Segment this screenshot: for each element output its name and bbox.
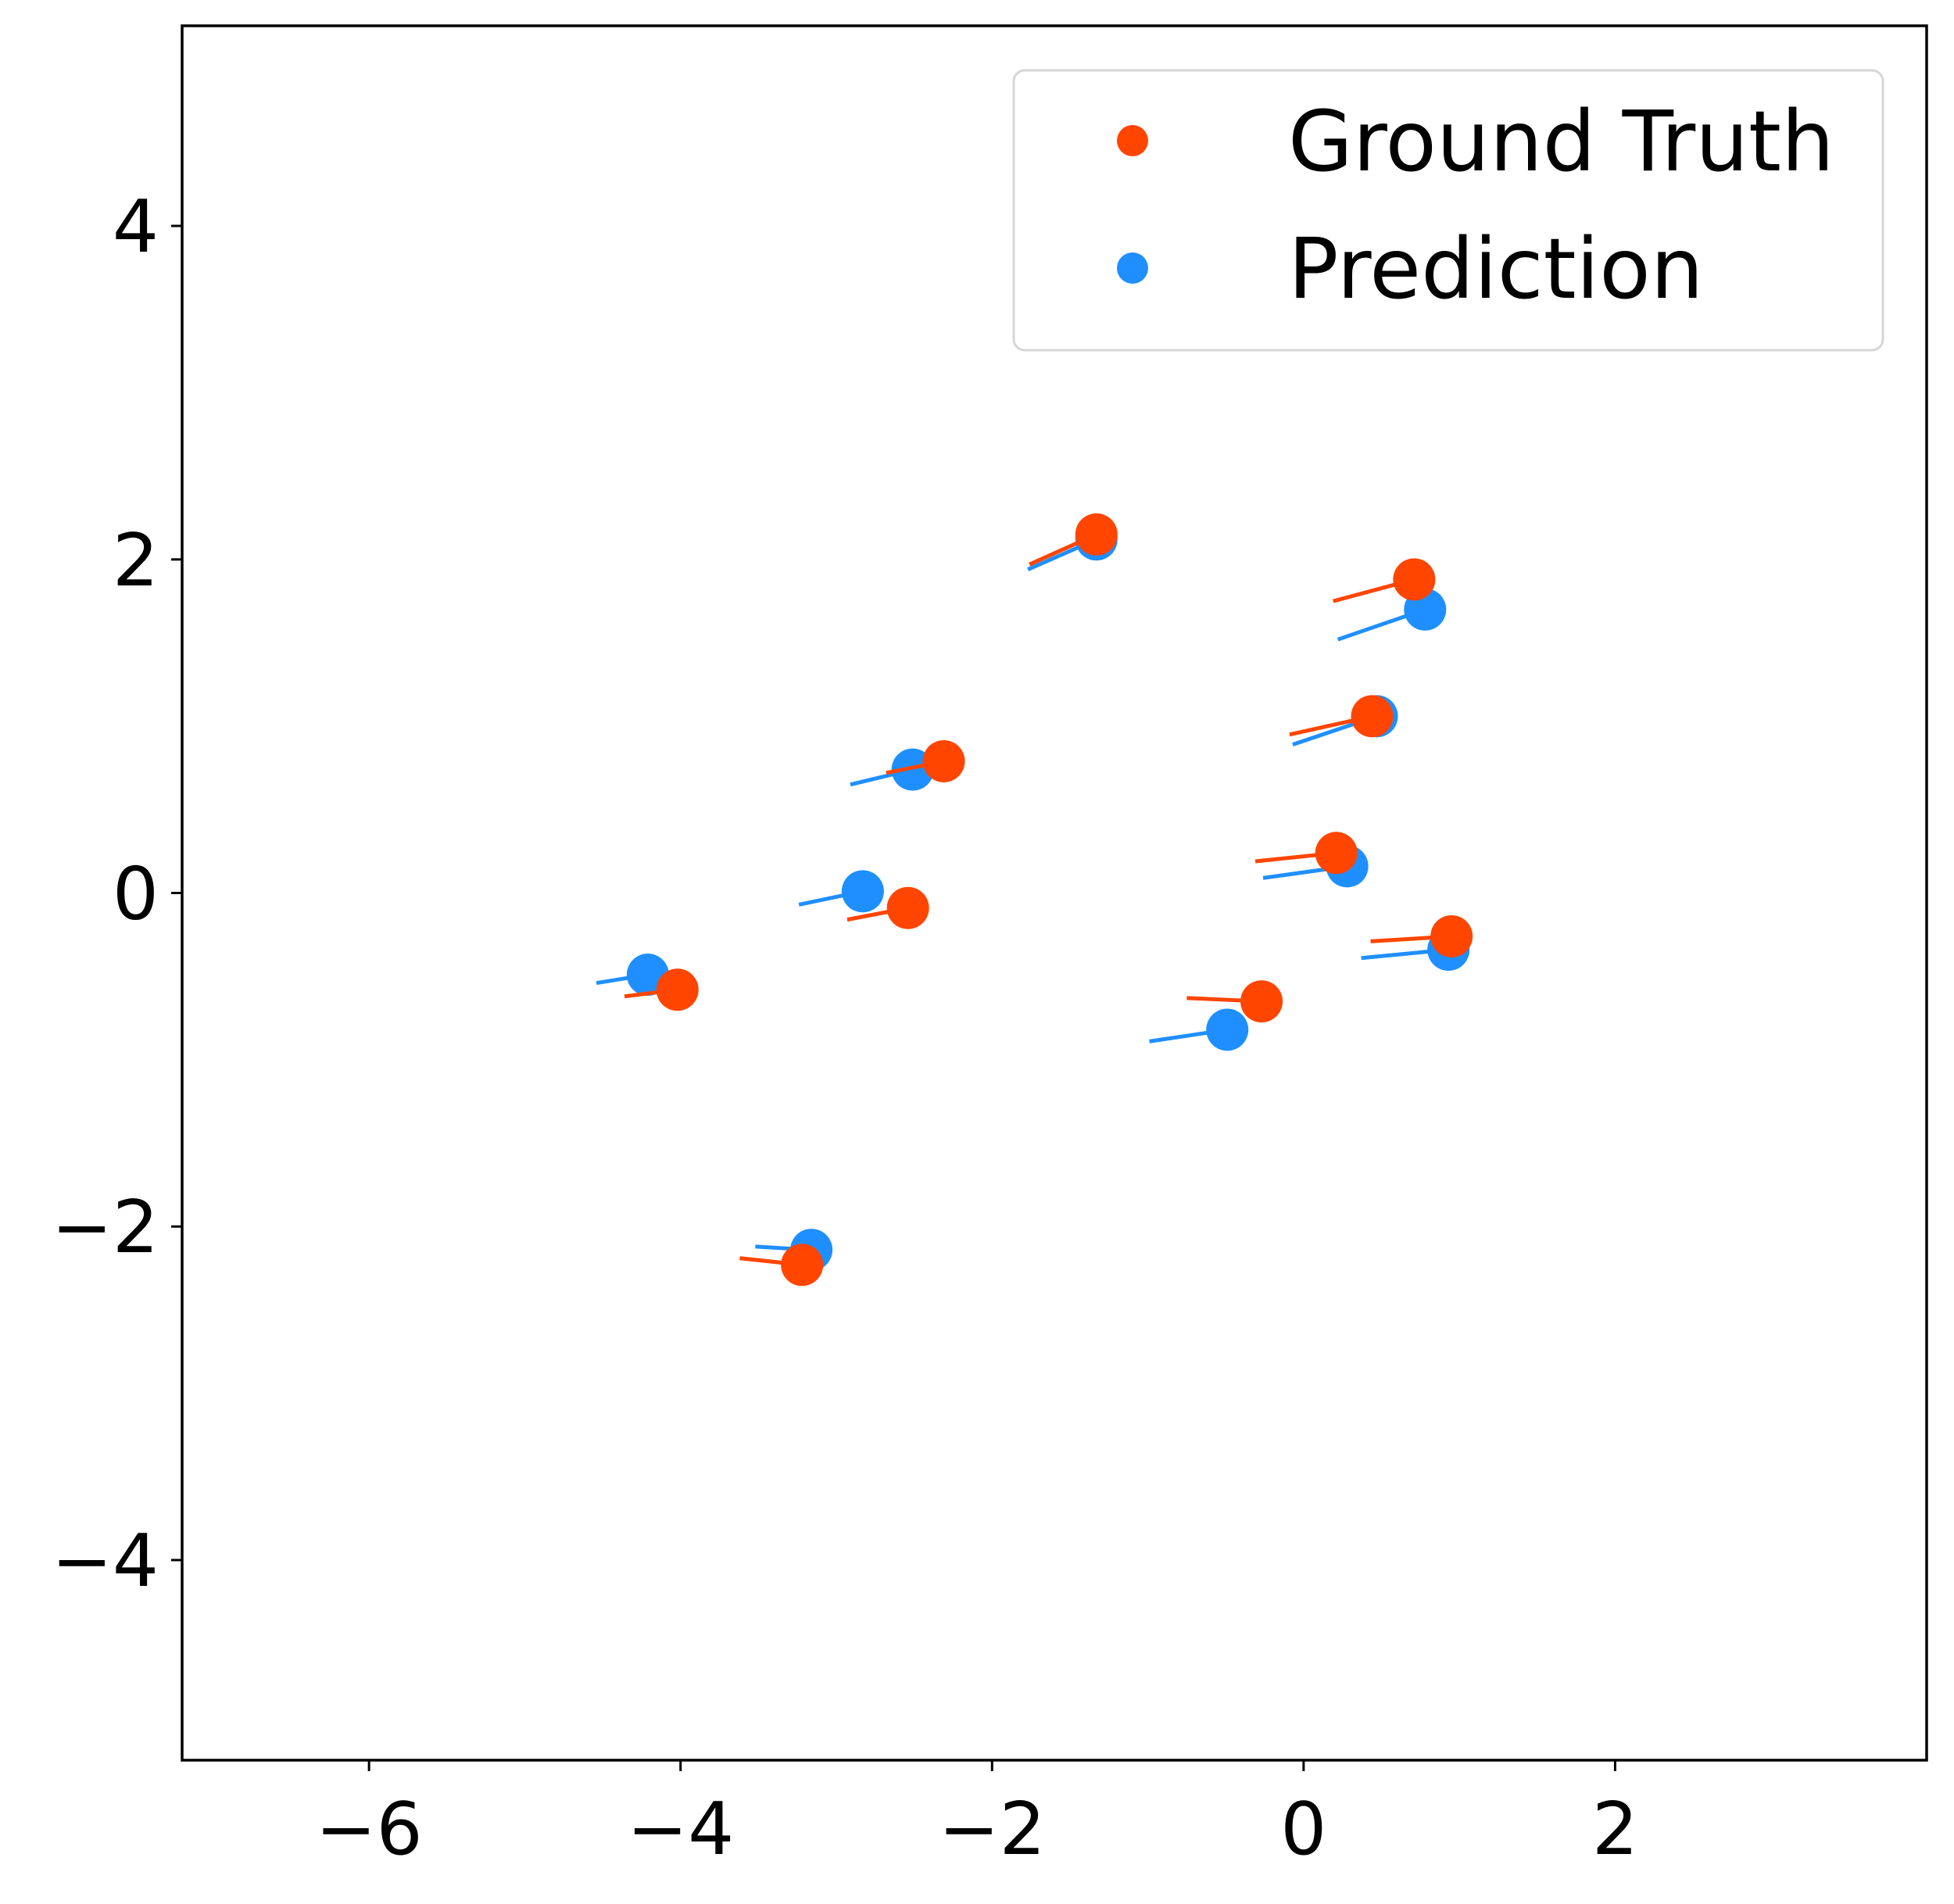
x-tick-label: 0	[1280, 1787, 1326, 1871]
ground-truth-point	[1075, 513, 1118, 556]
y-tick-label: 2	[113, 518, 159, 603]
y-tick-label: −4	[52, 1519, 159, 1603]
ground-truth-point	[781, 1244, 824, 1287]
legend: Ground Truth Prediction	[1012, 69, 1884, 352]
ground-truth-point	[886, 886, 929, 929]
y-tick-label: −2	[52, 1185, 159, 1269]
ground-truth-point	[1351, 695, 1394, 738]
prediction-point	[841, 870, 884, 913]
legend-label-ground-truth: Ground Truth	[1288, 94, 1834, 191]
x-tick-label: −6	[316, 1787, 423, 1871]
ground-truth-point	[1315, 832, 1358, 875]
y-tick-label: 4	[113, 184, 159, 269]
axes-layer: −6 −4 −2 0 2 −4 −2 0 2 4	[52, 184, 1638, 1871]
x-tick-label: −4	[627, 1787, 734, 1871]
ground-truth-point	[1393, 558, 1436, 601]
x-tick-label: −2	[939, 1787, 1046, 1871]
legend-marker-ground-truth	[1117, 125, 1148, 156]
ground-truth-point	[656, 968, 699, 1011]
x-tick-label: 2	[1592, 1787, 1638, 1871]
ground-truth-point	[1430, 914, 1473, 957]
y-tick-label: 0	[113, 852, 159, 936]
marks-layer	[596, 513, 1473, 1287]
ground-truth-point	[922, 739, 965, 782]
legend-label-prediction: Prediction	[1288, 221, 1704, 318]
legend-marker-prediction	[1117, 252, 1148, 284]
ground-truth-point	[1240, 980, 1283, 1023]
prediction-point	[1206, 1008, 1249, 1051]
legend-box	[1012, 69, 1884, 352]
